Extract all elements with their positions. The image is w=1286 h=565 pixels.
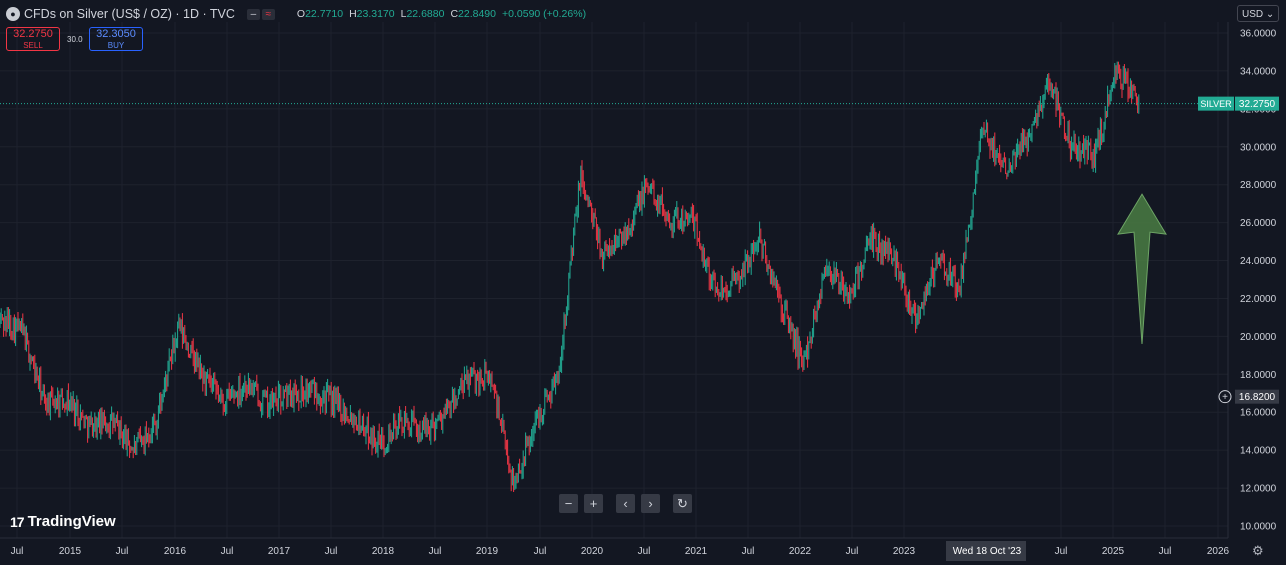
tradingview-logo[interactable]: 17 TradingView (10, 513, 116, 530)
current-price-tag (1235, 96, 1279, 111)
scroll-left-button[interactable]: ‹ (616, 494, 635, 513)
x-tick-label: Jul (116, 546, 129, 557)
zoom-out-button[interactable]: − (559, 494, 578, 513)
settings-gear-icon[interactable]: ⚙ (1252, 543, 1264, 558)
x-tick-label: Jul (221, 546, 234, 557)
y-tick-label: 20.0000 (1240, 332, 1277, 343)
crosshair-date-tag (946, 541, 1026, 561)
x-tick-label: 2019 (476, 546, 499, 557)
y-tick-label: 28.0000 (1240, 180, 1277, 191)
x-tick-label: 2017 (268, 546, 291, 557)
add-alert-icon[interactable] (1218, 390, 1232, 404)
ohlc-low: L22.6880 (400, 8, 445, 20)
market-status-icon[interactable]: ≈ (261, 8, 275, 20)
y-tick-label: 12.0000 (1240, 484, 1277, 495)
ohlc-values: O22.7710 H23.3170 L22.6880 C22.8490 +0.0… (297, 8, 586, 20)
x-tick-label: 2015 (59, 546, 82, 557)
sell-button[interactable]: 32.2750 SELL (6, 27, 60, 51)
y-tick-label: 14.0000 (1240, 446, 1277, 457)
x-tick-label: Jul (846, 546, 859, 557)
x-tick-label: Jul (742, 546, 755, 557)
instrument-tag (1198, 96, 1234, 111)
header-badges: – ≈ (246, 8, 275, 20)
y-tick-label: 26.0000 (1240, 218, 1277, 229)
zoom-in-button[interactable]: + (584, 494, 603, 513)
buy-price: 32.3050 (96, 28, 136, 40)
y-tick-label: 16.0000 (1240, 408, 1277, 419)
y-tick-label: 10.0000 (1240, 522, 1277, 533)
scroll-controls: ‹ › (616, 494, 660, 514)
x-tick-label: 2023 (893, 546, 916, 557)
x-tick-label: Jul (534, 546, 547, 557)
x-tick-label: Jul (1055, 546, 1068, 557)
reset-controls: ↻ (673, 494, 692, 514)
x-tick-label: Wed 18 Oct '23 (953, 546, 1022, 557)
y-tick-label: 30.0000 (1240, 142, 1277, 153)
chart-grid (0, 22, 1228, 538)
x-tick-label: 2026 (1207, 546, 1230, 557)
x-tick-label: Jul (429, 546, 442, 557)
up-arrow-shape[interactable] (1117, 193, 1167, 345)
crosshair-price-label: 16.8200 (1239, 392, 1276, 403)
x-tick-label: Jul (11, 546, 24, 557)
x-tick-label: 2020 (581, 546, 604, 557)
ohlc-open: O22.7710 (296, 8, 344, 20)
y-tick-label: 24.0000 (1240, 256, 1277, 267)
x-tick-label: 2025 (1102, 546, 1125, 557)
sell-label: SELL (23, 41, 43, 50)
minimize-icon[interactable]: – (246, 8, 260, 20)
current-price-label: 32.2750 (1239, 99, 1276, 110)
instrument-label: SILVER (1200, 99, 1232, 109)
reset-chart-button[interactable]: ↻ (673, 494, 692, 513)
add-alert-plus: + (1222, 392, 1228, 403)
ohlc-change: +0.0590 (+0.26%) (502, 8, 587, 20)
ohlc-high: H23.3170 (349, 8, 395, 20)
x-tick-label: Jul (638, 546, 651, 557)
axes: 36.000034.000032.000030.000028.000026.00… (0, 22, 1279, 561)
zoom-controls: − + (559, 494, 603, 514)
buy-label: BUY (107, 41, 125, 50)
y-tick-label: 22.0000 (1240, 294, 1277, 305)
scroll-right-button[interactable]: › (641, 494, 660, 513)
y-tick-label: 34.0000 (1240, 66, 1277, 77)
crosshair-price-tag (1235, 389, 1279, 404)
y-tick-label: 36.0000 (1240, 29, 1277, 40)
candles (0, 61, 1140, 492)
y-tick-label: 18.0000 (1240, 370, 1277, 381)
chart-header: ● CFDs on Silver (US$ / OZ) · 1D · TVC –… (6, 5, 586, 23)
buy-button[interactable]: 32.3050 BUY (89, 27, 143, 51)
x-tick-label: Jul (1159, 546, 1172, 557)
currency-select[interactable]: USD ⌄ (1237, 5, 1279, 22)
annotation-arrow[interactable] (1117, 193, 1167, 345)
x-tick-label: 2018 (372, 546, 395, 557)
x-tick-label: 2016 (164, 546, 187, 557)
ohlc-close: C22.8490 (450, 8, 496, 20)
silver-coin-icon[interactable]: ● (6, 7, 20, 21)
x-tick-label: 2022 (789, 546, 812, 557)
tradingview-logo-icon: 17 (10, 513, 25, 530)
spread-value: 30.0 (67, 35, 83, 44)
symbol-title[interactable]: CFDs on Silver (US$ / OZ) · 1D · TVC (24, 7, 235, 21)
x-tick-label: 2021 (685, 546, 708, 557)
tradingview-logo-text: TradingView (27, 513, 116, 530)
x-tick-label: Jul (325, 546, 338, 557)
sell-price: 32.2750 (13, 28, 53, 40)
